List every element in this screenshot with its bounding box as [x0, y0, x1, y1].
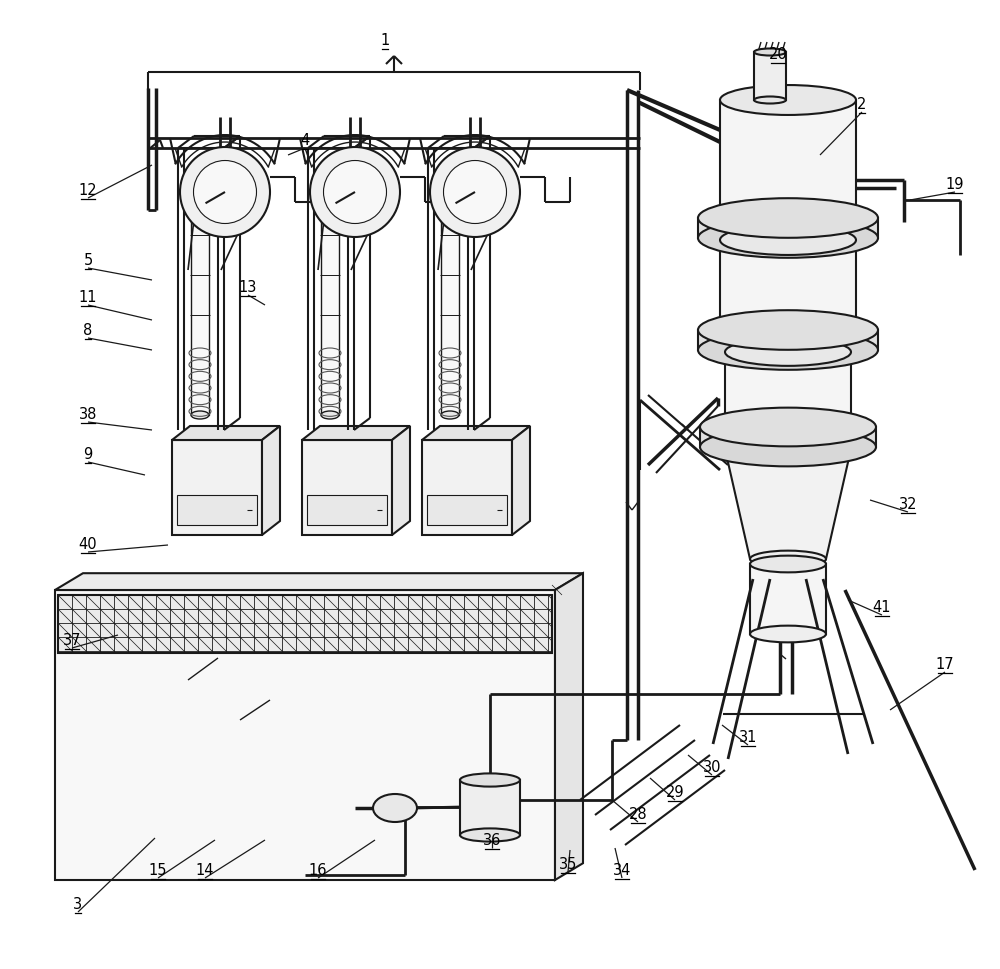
Text: 32: 32	[899, 497, 917, 512]
Ellipse shape	[698, 218, 878, 258]
Circle shape	[180, 147, 270, 237]
Bar	[321, 165, 339, 415]
Text: 8: 8	[83, 323, 93, 338]
Circle shape	[430, 147, 520, 237]
Ellipse shape	[441, 411, 459, 419]
Text: 41: 41	[873, 600, 891, 615]
Ellipse shape	[698, 330, 878, 370]
Polygon shape	[422, 426, 530, 440]
Ellipse shape	[460, 773, 520, 787]
Ellipse shape	[750, 626, 826, 642]
Text: 36: 36	[483, 833, 501, 848]
Ellipse shape	[373, 794, 417, 822]
Ellipse shape	[720, 315, 856, 345]
Text: 3: 3	[73, 897, 83, 912]
Text: 11: 11	[79, 290, 97, 305]
Ellipse shape	[191, 411, 209, 419]
Ellipse shape	[698, 310, 878, 350]
Bar	[441, 165, 459, 415]
Ellipse shape	[725, 413, 851, 441]
Circle shape	[324, 161, 386, 224]
Bar	[700, 427, 876, 447]
Text: 12: 12	[79, 183, 97, 198]
Text: 34: 34	[613, 863, 631, 878]
Text: 30: 30	[703, 760, 721, 775]
Bar	[725, 352, 851, 427]
Ellipse shape	[754, 97, 786, 104]
Bar	[307, 495, 387, 525]
Ellipse shape	[725, 338, 851, 366]
Text: 28: 28	[629, 807, 647, 822]
Text: 20: 20	[769, 47, 787, 62]
Text: 13: 13	[239, 280, 257, 295]
Ellipse shape	[725, 435, 851, 463]
Ellipse shape	[700, 427, 876, 466]
Text: 40: 40	[79, 537, 97, 552]
Circle shape	[310, 147, 400, 237]
Polygon shape	[392, 426, 410, 535]
Bar	[720, 100, 856, 218]
Polygon shape	[555, 574, 583, 880]
Text: 38: 38	[79, 407, 97, 422]
Polygon shape	[725, 449, 851, 559]
Bar	[750, 564, 826, 634]
Bar	[191, 165, 209, 415]
Text: 2: 2	[857, 97, 867, 112]
Bar	[698, 330, 878, 350]
Ellipse shape	[321, 411, 339, 419]
Polygon shape	[512, 426, 530, 535]
Text: 37: 37	[63, 633, 81, 648]
Ellipse shape	[191, 161, 209, 169]
Bar	[460, 780, 520, 835]
Bar	[177, 495, 257, 525]
Polygon shape	[172, 426, 280, 440]
Polygon shape	[55, 574, 583, 590]
Text: 9: 9	[83, 447, 93, 462]
Text: 17: 17	[936, 657, 954, 672]
Ellipse shape	[750, 555, 826, 573]
Bar	[172, 440, 262, 535]
Bar	[55, 590, 555, 880]
Polygon shape	[302, 426, 410, 440]
Text: 29: 29	[666, 785, 684, 800]
Ellipse shape	[441, 161, 459, 169]
Ellipse shape	[700, 408, 876, 447]
Ellipse shape	[720, 203, 856, 233]
Text: 16: 16	[309, 863, 327, 878]
Circle shape	[194, 161, 256, 224]
Ellipse shape	[321, 161, 339, 169]
Bar	[754, 52, 786, 100]
Ellipse shape	[750, 550, 826, 568]
Bar	[302, 440, 392, 535]
Ellipse shape	[720, 225, 856, 255]
Ellipse shape	[460, 828, 520, 842]
Bar	[58, 595, 552, 653]
Text: 19: 19	[946, 177, 964, 192]
Polygon shape	[262, 426, 280, 535]
Text: 15: 15	[149, 863, 167, 878]
Ellipse shape	[720, 85, 856, 115]
Text: 35: 35	[559, 857, 577, 872]
Bar	[698, 218, 878, 238]
Text: 5: 5	[83, 253, 93, 268]
Bar	[422, 440, 512, 535]
Text: 31: 31	[739, 730, 757, 745]
Bar	[720, 240, 856, 330]
Ellipse shape	[698, 199, 878, 237]
Text: 1: 1	[380, 33, 390, 48]
Bar	[427, 495, 507, 525]
Text: 14: 14	[196, 863, 214, 878]
Ellipse shape	[754, 48, 786, 55]
Circle shape	[444, 161, 507, 224]
Text: 4: 4	[300, 133, 310, 148]
